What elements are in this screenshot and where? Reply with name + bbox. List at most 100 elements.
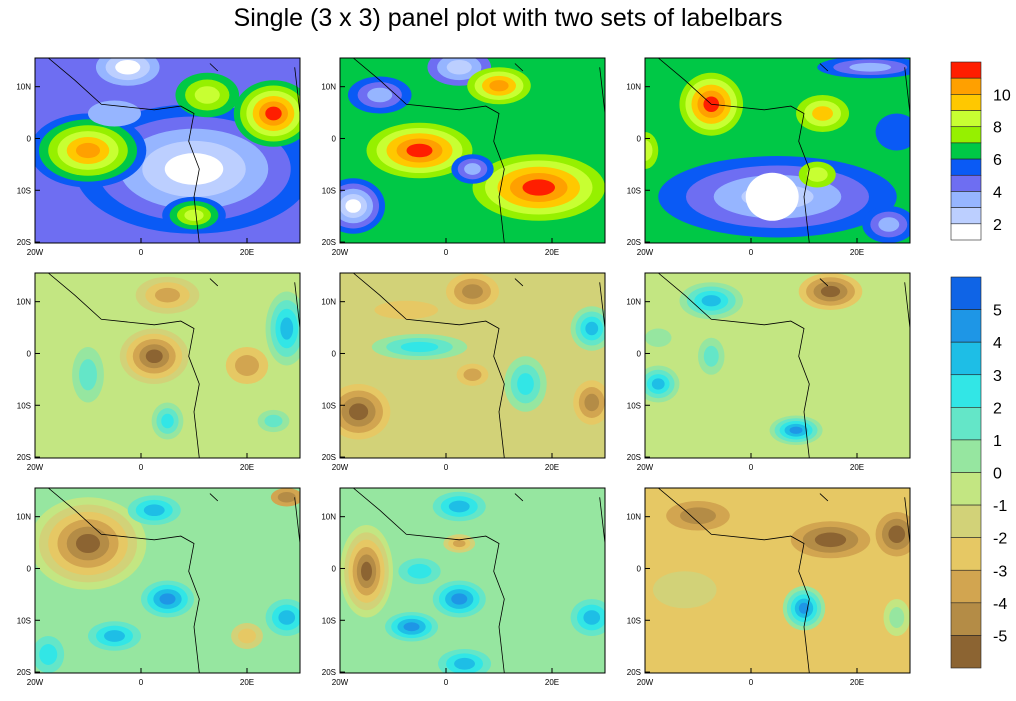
panel-6: 20W 0 20E 10N 0 10S 20S [626, 272, 911, 472]
labelbar-box [950, 77, 982, 95]
contour-fill [584, 393, 600, 412]
panel-frame [339, 272, 606, 459]
y-tick-label: 10S [322, 616, 336, 625]
contour-fill [651, 378, 665, 390]
y-tick-label: 10S [17, 401, 31, 410]
coastline [353, 488, 605, 673]
coastline [353, 273, 605, 458]
contour-fill [583, 610, 601, 625]
contour-fill [789, 426, 803, 434]
labelbar-label: 6 [993, 152, 1002, 169]
y-tick-label: 0 [27, 134, 32, 143]
y-tick-label: 0 [332, 134, 337, 143]
labelbar-box [950, 126, 982, 144]
y-tick-label: 10N [16, 83, 31, 92]
contour-fill [161, 413, 174, 429]
y-tick-label: 20S [627, 668, 641, 677]
x-tick-label: 0 [444, 678, 449, 687]
y-tick-label: 20S [322, 668, 336, 677]
y-tick-label: 10N [16, 298, 31, 307]
panel-9: 20W 0 20E 10N 0 10S 20S [626, 487, 911, 687]
contour-fill [75, 533, 101, 554]
contour-fill [407, 563, 432, 579]
panel-8: 20W 0 20E 10N 0 10S 20S [321, 487, 606, 687]
contour-fill [585, 321, 599, 336]
contour-fill [406, 143, 433, 158]
y-tick-label: 10S [322, 401, 336, 410]
panel-1: 20W 0 20E 10N 0 10S 20S [16, 57, 301, 257]
contour-fill [878, 217, 900, 232]
contour-fill [462, 284, 483, 299]
y-tick-label: 10N [626, 298, 641, 307]
contour-fill [345, 199, 362, 213]
labelbar-box [950, 569, 982, 604]
labelbar-label: 0 [993, 466, 1002, 483]
coastline [48, 488, 300, 673]
x-tick-label: 20E [545, 463, 559, 472]
y-tick-label: 0 [637, 564, 642, 573]
y-tick-label: 20S [17, 453, 31, 462]
x-tick-label: 20W [637, 678, 654, 687]
panel-5: 20W 0 20E 10N 0 10S 20S [321, 272, 606, 472]
labelbar-label: 5 [993, 303, 1002, 320]
x-tick-label: 20W [27, 248, 44, 257]
y-tick-label: 10N [321, 513, 336, 522]
labelbar-box [950, 602, 982, 636]
contour-fill [277, 492, 296, 503]
panel-frame [339, 487, 606, 674]
panel-frame [34, 272, 301, 459]
y-tick-label: 10N [626, 83, 641, 92]
labelbar-box [950, 635, 982, 669]
labelbar-box [950, 341, 982, 376]
contour-fill [452, 539, 466, 548]
contour-fill [489, 80, 509, 92]
x-tick-label: 20E [240, 678, 254, 687]
y-tick-label: 10S [17, 616, 31, 625]
x-tick-label: 20E [850, 248, 864, 257]
contour-fill [104, 630, 125, 642]
contour-fill [88, 100, 141, 127]
y-tick-label: 0 [637, 349, 642, 358]
contour-fill [464, 163, 481, 175]
labelbar-label: 4 [993, 184, 1002, 201]
chart-title: Single (3 x 3) panel plot with two sets … [233, 4, 783, 32]
contour-fill [159, 593, 176, 605]
labelbar-label: -3 [993, 563, 1007, 580]
labelbar-box [950, 504, 982, 538]
y-tick-label: 0 [27, 564, 32, 573]
x-tick-label: 0 [139, 678, 144, 687]
labelbar-label: -4 [993, 596, 1007, 613]
labelbar-label: 2 [993, 400, 1002, 417]
y-tick-label: 20S [17, 238, 31, 247]
contour-fill [849, 62, 892, 72]
contour-fill [238, 628, 256, 644]
y-tick-label: 10S [627, 401, 641, 410]
contour-fill [645, 140, 653, 161]
x-tick-label: 20W [332, 678, 349, 687]
x-tick-label: 20E [240, 248, 254, 257]
labelbar-label: 8 [993, 120, 1002, 137]
y-tick-label: 0 [332, 564, 337, 573]
contour-fill [374, 300, 439, 320]
panel-frame [644, 272, 911, 459]
contour-fill [194, 86, 220, 104]
y-tick-label: 0 [332, 349, 337, 358]
x-tick-label: 20E [545, 678, 559, 687]
x-tick-label: 20W [27, 463, 44, 472]
coastline [658, 488, 910, 673]
contour-fill [348, 403, 369, 421]
y-tick-label: 20S [322, 453, 336, 462]
contour-fill [889, 607, 905, 628]
contour-fill [812, 106, 833, 121]
contour-fill [451, 593, 468, 605]
x-tick-label: 0 [749, 463, 754, 472]
contour-fill [278, 610, 296, 625]
contour-fill [820, 285, 841, 298]
y-tick-label: 10N [321, 83, 336, 92]
labelbar-label: 10 [993, 87, 1011, 104]
x-tick-label: 0 [444, 463, 449, 472]
x-tick-label: 0 [139, 248, 144, 257]
labelbar-top: 2 4 6 8 10 [950, 61, 1011, 241]
x-tick-label: 20W [637, 248, 654, 257]
y-tick-label: 10S [17, 186, 31, 195]
